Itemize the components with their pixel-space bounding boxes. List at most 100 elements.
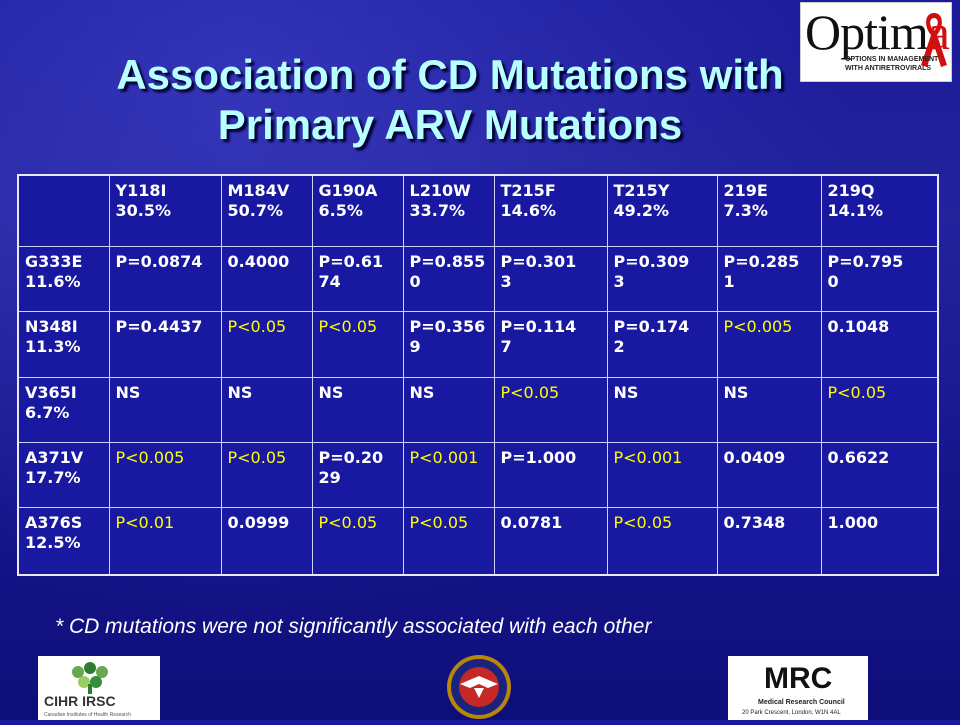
p-value-text: 0.6622 — [827, 447, 890, 467]
table-row: A371V 17.7% P<0.005 P<0.05 P=0.20 29 P<0.001 P=… — [17, 441, 939, 509]
footnote: * CD mutations were not significantly as… — [55, 615, 652, 638]
row-mutation-name: A371V — [25, 447, 84, 467]
table-row: V365I 6.7% NS NS NS NS P<0.05 NS NS P<0.05 — [17, 376, 939, 443]
row-mutation-name: G333E — [25, 252, 83, 272]
significant-p-value-cell: P<0.05 — [220, 311, 313, 378]
p-value-cell: NS — [606, 376, 718, 443]
p-value-cell: P=0.0874 — [108, 246, 222, 313]
column-mutation-name: T215F — [500, 181, 556, 200]
p-value-cell: 0.7348 — [716, 507, 822, 576]
p-value-cell: 0.6622 — [820, 441, 939, 509]
p-value-cell: NS — [402, 376, 495, 443]
table-row: G333E 11.6% P=0.0874 0.4000 P=0.61 74 P=0.855 0… — [17, 246, 939, 313]
p-value-text: 7 — [500, 337, 512, 357]
column-header-t215f: T215F 14.6% — [493, 174, 608, 248]
column-prevalence: 14.1% — [827, 201, 884, 220]
p-value-text: P=0.285 — [723, 252, 800, 272]
p-value-cell: P=0.4437 — [108, 311, 222, 378]
cihr-leaf-icon: CIHR IRSC Canadian Institutes of Health … — [44, 662, 131, 718]
column-mutation-name: Y118I — [115, 181, 167, 200]
column-header-l210w: L210W 33.7% — [402, 174, 495, 248]
title-line-1: Association of CD Mutations with — [116, 51, 784, 98]
p-value-cell: P=0.285 1 — [716, 246, 822, 313]
p-value-cell: NS — [108, 376, 222, 443]
p-value-cell: NS — [716, 376, 822, 443]
p-value-text: 0.0781 — [500, 513, 563, 533]
p-value-text: P=0.61 — [318, 252, 384, 272]
association-table: Y118I 30.5% M184V 50.7% G190A 6.5% L210W 33.7% T… — [17, 174, 939, 576]
p-value-text: P<0.05 — [318, 513, 378, 533]
mrc-logo: MRC Medical Research Council 20 Park Cre… — [728, 656, 868, 720]
significant-p-value-cell: P<0.05 — [493, 376, 608, 443]
p-value-text: 0.0409 — [723, 447, 786, 467]
p-value-cell: NS — [220, 376, 313, 443]
column-prevalence: 7.3% — [723, 201, 768, 220]
p-value-text: NS — [409, 382, 435, 402]
p-value-cell: 0.1048 — [820, 311, 939, 378]
significant-p-value-cell: P<0.005 — [716, 311, 822, 378]
p-value-text: P=0.114 — [500, 317, 577, 337]
p-value-text: 3 — [613, 272, 625, 292]
p-value-text: P<0.05 — [409, 513, 469, 533]
p-value-text: 3 — [500, 272, 512, 292]
significant-p-value-cell: P<0.001 — [606, 441, 718, 509]
table-row: A376S 12.5% P<0.01 0.0999 P<0.05 P<0.05 0.0781… — [17, 507, 939, 576]
significant-p-value-cell: P<0.001 — [402, 441, 495, 509]
column-header-219e: 219E 7.3% — [716, 174, 822, 248]
p-value-cell: P=0.795 0 — [820, 246, 939, 313]
p-value-cell: 0.0409 — [716, 441, 822, 509]
significant-p-value-cell: P<0.05 — [402, 507, 495, 576]
svg-text:MRC: MRC — [764, 662, 832, 695]
row-prevalence: 17.7% — [25, 467, 81, 487]
corner-cell — [17, 174, 110, 248]
significant-p-value-cell: P<0.005 — [108, 441, 222, 509]
p-value-text: NS — [318, 382, 344, 402]
p-value-text: 0.7348 — [723, 513, 786, 533]
column-mutation-name: L210W — [409, 181, 471, 200]
optima-tagline: OPTIONS IN MANAGEMENT WITH ANTIRETROVIRA… — [845, 56, 939, 72]
significant-p-value-cell: P<0.05 — [220, 441, 313, 509]
p-value-text: P=0.4437 — [115, 317, 203, 337]
p-value-text: P<0.05 — [827, 382, 887, 402]
mrc-wordmark: MRC Medical Research Council 20 Park Cre… — [742, 662, 845, 716]
row-prevalence: 6.7% — [25, 402, 70, 422]
row-prevalence: 11.3% — [25, 337, 81, 357]
p-value-cell: P=1.000 — [493, 441, 608, 509]
p-value-cell: P=0.301 3 — [493, 246, 608, 313]
column-header-t215y: T215Y 49.2% — [606, 174, 718, 248]
p-value-text: 0.1048 — [827, 317, 890, 337]
optima-logo: Optima OPTIONS IN MANAGEMENT WITH ANTIRE… — [800, 2, 952, 82]
p-value-cell: P=0.855 0 — [402, 246, 495, 313]
p-value-cell: P=0.356 9 — [402, 311, 495, 378]
row-header-n348i: N348I 11.3% — [17, 311, 110, 378]
p-value-cell: P=0.174 2 — [606, 311, 718, 378]
p-value-cell: NS — [311, 376, 404, 443]
row-header-a376s: A376S 12.5% — [17, 507, 110, 576]
p-value-text: P<0.05 — [227, 317, 287, 337]
red-ribbon-icon — [921, 13, 947, 67]
svg-text:CIHR IRSC: CIHR IRSC — [44, 693, 116, 709]
p-value-text: P=0.309 — [613, 252, 690, 272]
p-value-text: P<0.001 — [613, 447, 683, 467]
column-mutation-name: M184V — [227, 181, 290, 200]
column-header-y118i: Y118I 30.5% — [108, 174, 222, 248]
p-value-cell: P=0.20 29 — [311, 441, 404, 509]
cihr-logo: CIHR IRSC Canadian Institutes of Health … — [38, 656, 160, 720]
p-value-text: NS — [613, 382, 639, 402]
significant-p-value-cell: P<0.05 — [311, 507, 404, 576]
column-mutation-name: T215Y — [613, 181, 670, 200]
slide-title: Association of CD Mutations with Primary… — [60, 50, 840, 150]
p-value-text: P<0.01 — [115, 513, 175, 533]
p-value-text: P=0.174 — [613, 317, 690, 337]
p-value-text: P<0.05 — [318, 317, 378, 337]
row-mutation-name: A376S — [25, 513, 83, 533]
p-value-text: NS — [723, 382, 749, 402]
p-value-text: 29 — [318, 467, 341, 487]
p-value-text: NS — [115, 382, 141, 402]
row-mutation-name: V365I — [25, 382, 77, 402]
svg-text:Canadian Institutes of Health: Canadian Institutes of Health Research — [44, 712, 131, 718]
significant-p-value-cell: P<0.05 — [311, 311, 404, 378]
p-value-text: P=0.0874 — [115, 252, 203, 272]
column-prevalence: 33.7% — [409, 201, 466, 220]
p-value-text: 2 — [613, 337, 625, 357]
